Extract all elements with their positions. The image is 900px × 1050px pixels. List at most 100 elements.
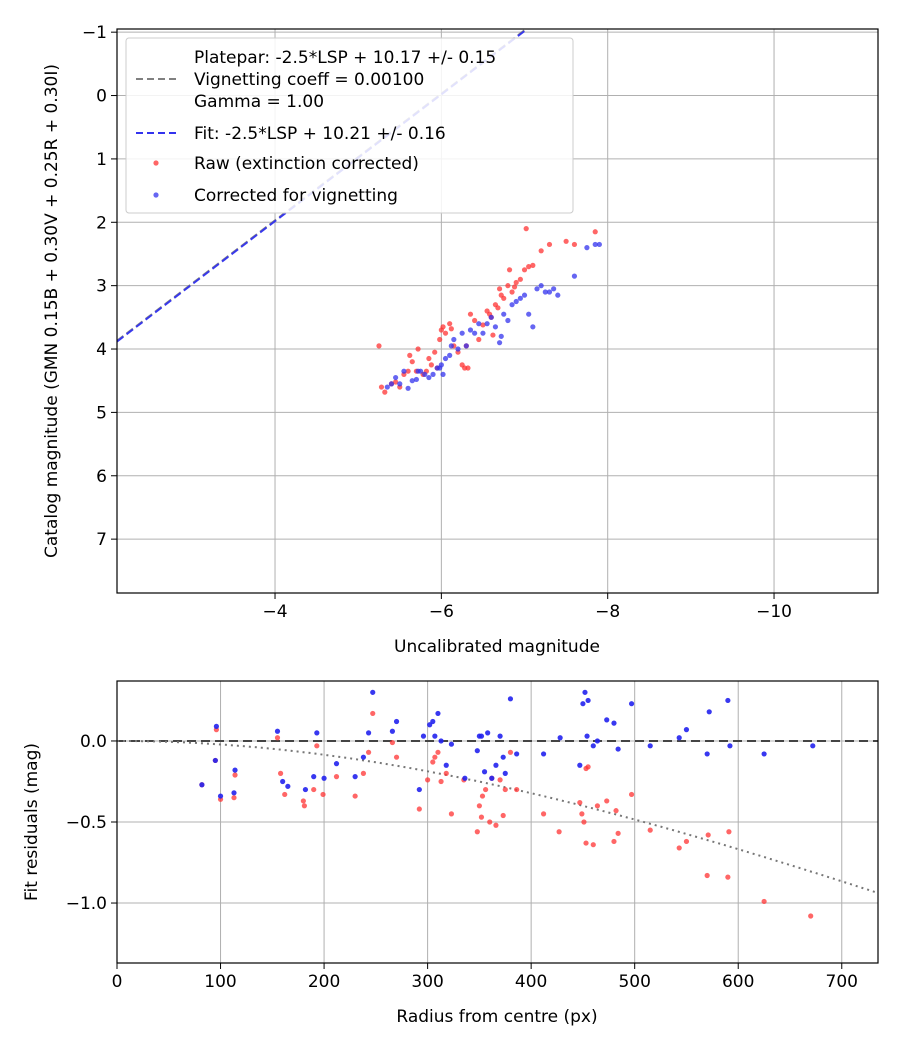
raw-residual-point: [507, 749, 514, 755]
corrected-residual-point: [478, 733, 485, 739]
top-y-tick-label: 5: [96, 403, 107, 423]
top-y-tick-label: 6: [96, 467, 107, 487]
raw-residual-point: [360, 770, 367, 776]
corrected-point: [463, 343, 469, 349]
raw-point: [495, 305, 501, 311]
raw-point: [480, 322, 486, 328]
corrected-residual-point: [500, 754, 506, 760]
top-x-axis-label: Uncalibrated magnitude: [394, 637, 600, 657]
raw-residual-point: [393, 754, 400, 760]
corrected-residual-point: [314, 730, 320, 736]
raw-residual-point: [370, 710, 376, 717]
fit-line: [117, 29, 529, 343]
raw-residual-point: [479, 793, 486, 799]
corrected-residual-point: [580, 701, 586, 707]
corrected-point: [447, 352, 453, 358]
corrected-point: [476, 321, 482, 327]
raw-point: [442, 330, 449, 336]
corrected-point: [509, 302, 515, 308]
corrected-residual-point: [727, 743, 733, 749]
corrected-residual-point: [725, 697, 731, 704]
corrected-point: [405, 385, 411, 391]
raw-point: [447, 321, 453, 327]
raw-residual-point: [300, 798, 306, 804]
raw-residual-point: [500, 812, 506, 819]
raw-point: [496, 286, 503, 292]
corrected-point: [542, 289, 548, 295]
corrected-residual-point: [432, 733, 438, 739]
raw-residual-point: [487, 819, 493, 825]
corrected-point: [455, 346, 461, 352]
top-plot-frame: [116, 28, 879, 594]
bottom-x-tick-label: 0: [112, 972, 123, 992]
bottom-y-tick-label: −1.0: [66, 894, 107, 914]
corrected-point: [448, 343, 454, 349]
corrected-residual-point: [493, 762, 499, 768]
corrected-point: [384, 384, 390, 390]
raw-residual-point: [314, 743, 320, 749]
raw-residual-point: [502, 786, 508, 793]
raw-residual-point: [594, 803, 601, 809]
corrected-residual-point: [683, 727, 690, 733]
raw-residual-point: [705, 832, 711, 838]
raw-residual-point: [301, 803, 308, 809]
corrected-residual-point: [232, 767, 238, 773]
raw-point: [465, 365, 471, 371]
corrected-point: [546, 289, 553, 295]
corrected-residual-point: [448, 741, 455, 747]
corrected-residual-point: [274, 728, 281, 734]
corrected-residual-point: [810, 743, 816, 749]
raw-point: [506, 267, 513, 273]
raw-residual-point: [320, 791, 326, 798]
raw-residual-point: [579, 811, 585, 817]
corrected-residual-point: [420, 733, 427, 739]
bottom-y-axis-label: Fit residuals (mag): [22, 743, 42, 901]
corrected-point: [551, 286, 557, 292]
legend-gamma-label: Gamma = 1.00: [194, 92, 324, 112]
top-x-tick-label: −4: [262, 602, 287, 622]
corrected-residual-point: [280, 778, 286, 785]
raw-residual-point: [389, 739, 396, 746]
bottom-x-tick-label: 500: [618, 972, 650, 992]
bottom-axis-ticks: 0 100 200 300 400 500 600 700 0.0 −0.5 −1.0: [66, 732, 858, 992]
raw-point: [376, 343, 382, 349]
raw-residual-point: [604, 798, 610, 804]
corrected-residual-point: [497, 733, 503, 739]
raw-residual-point: [556, 829, 562, 835]
raw-residual-point: [435, 749, 441, 755]
corrected-residual-point: [217, 793, 224, 799]
raw-residual-point: [282, 791, 288, 798]
corrected-point: [513, 298, 519, 305]
raw-point: [546, 241, 553, 248]
corrected-point: [596, 241, 602, 248]
corrected-residual-point: [416, 786, 422, 793]
legend-corrected-label: Corrected for vignetting: [194, 186, 398, 206]
corrected-residual-point: [706, 709, 712, 715]
raw-point: [513, 279, 519, 286]
raw-point: [428, 362, 434, 368]
bottom-x-tick-label: 400: [515, 972, 547, 992]
corrected-residual-point: [365, 730, 372, 736]
raw-residual-point: [493, 822, 499, 828]
raw-residual-point: [540, 811, 547, 817]
corrected-residual-point: [333, 761, 340, 767]
raw-residual-point: [683, 838, 690, 845]
raw-point: [440, 324, 446, 330]
corrected-point: [393, 374, 399, 381]
legend-vignetting-label: Vignetting coeff = 0.00100: [194, 70, 424, 90]
raw-point: [467, 311, 474, 317]
top-plot-area: [117, 29, 602, 395]
corrected-point: [534, 286, 540, 292]
raw-residual-point: [725, 874, 731, 880]
corrected-point: [388, 381, 395, 387]
corrected-point: [555, 292, 561, 298]
corrected-residual-point: [212, 757, 218, 764]
raw-point: [571, 241, 578, 248]
corrected-residual-point: [584, 733, 590, 739]
raw-point: [393, 379, 399, 385]
top-x-tick-label: −8: [595, 602, 620, 622]
corrected-point: [472, 330, 478, 336]
raw-point: [530, 262, 536, 268]
bottom-chart: 0 100 200 300 400 500 600 700 0.0 −0.5 −1.0 Radius…: [22, 680, 879, 1027]
